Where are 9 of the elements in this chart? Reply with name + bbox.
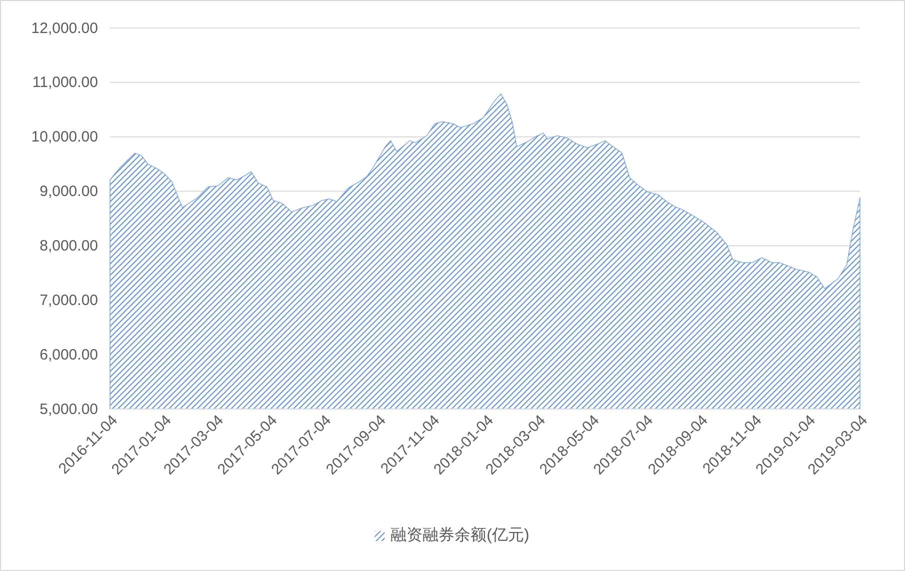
y-tick-label: 5,000.00	[40, 400, 98, 418]
y-tick-label: 6,000.00	[40, 346, 98, 364]
y-tick-label: 9,000.00	[40, 183, 98, 200]
legend-label: 融资融券余额(亿元)	[390, 526, 530, 544]
y-tick-label: 12,000.00	[31, 20, 98, 37]
y-tick-label: 8,000.00	[40, 238, 98, 255]
y-tick-label: 11,000.00	[32, 74, 98, 92]
y-tick-label: 7,000.00	[40, 292, 98, 309]
y-tick-label: 10,000.00	[31, 128, 98, 146]
